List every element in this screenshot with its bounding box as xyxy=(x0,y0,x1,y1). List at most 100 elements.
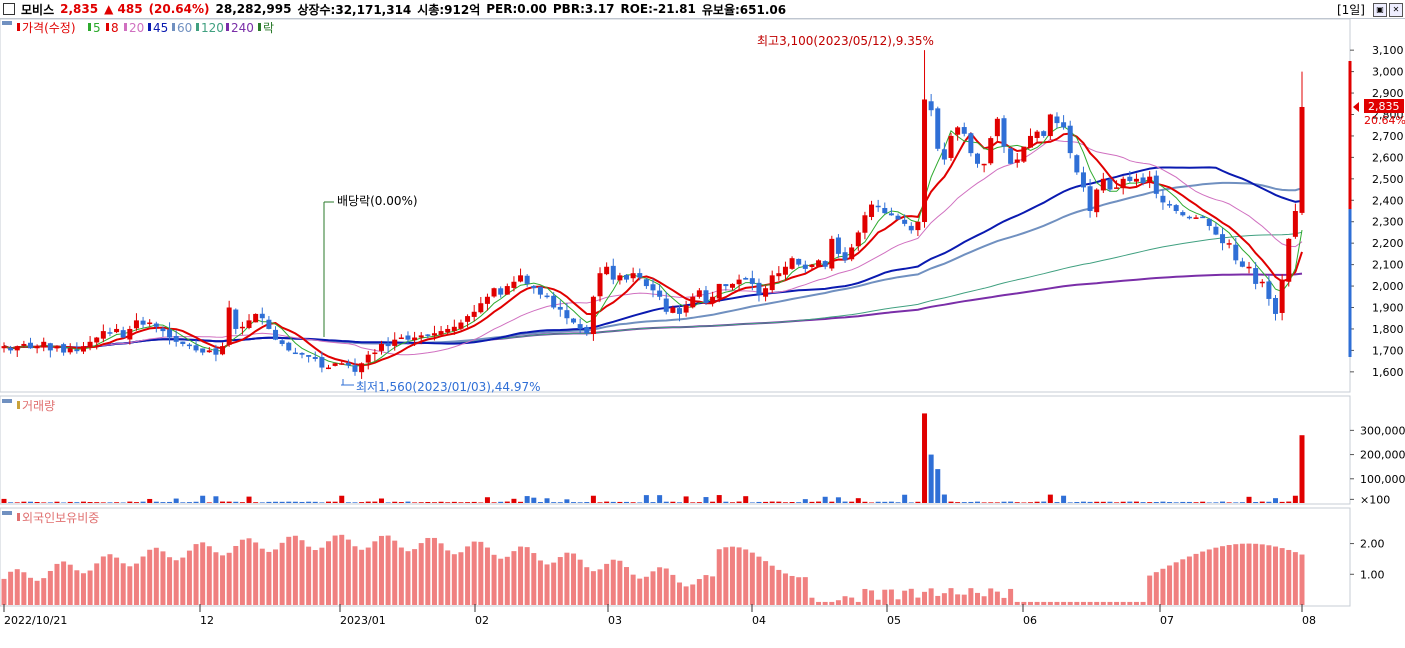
candle-body xyxy=(8,347,14,351)
candle-body xyxy=(789,258,795,269)
volume-bar xyxy=(1200,501,1206,503)
candle-body xyxy=(273,329,279,340)
period-label[interactable]: [1일] xyxy=(1336,3,1365,17)
volume-bar xyxy=(955,502,961,503)
volume-bar xyxy=(326,501,331,503)
volume-bar xyxy=(710,501,716,503)
volume-bar xyxy=(1107,501,1113,503)
foreign-bar xyxy=(1008,588,1014,605)
volume-bar xyxy=(1206,502,1212,503)
volume-bar xyxy=(392,501,398,503)
candle-body xyxy=(683,305,689,313)
candle-body xyxy=(869,204,875,217)
volume-bar xyxy=(220,501,226,503)
candle-body xyxy=(193,345,199,351)
foreign-bar xyxy=(763,561,769,605)
foreign-bar xyxy=(604,563,610,605)
price-change-pct: (20.64%) xyxy=(148,2,210,16)
foreign-bar xyxy=(624,567,630,605)
candle-body xyxy=(180,341,186,344)
volume-bar xyxy=(1266,501,1272,503)
volume-bar xyxy=(319,502,325,503)
candle-body xyxy=(630,273,636,279)
foreign-bar xyxy=(988,588,994,605)
candle-body xyxy=(186,344,192,347)
volume-bar xyxy=(1114,502,1120,503)
volume-bar xyxy=(716,495,722,503)
close-icon[interactable]: ✕ xyxy=(1389,2,1403,17)
volume-bar xyxy=(1120,501,1126,503)
volume-bar xyxy=(405,501,411,503)
candle-body xyxy=(504,286,510,295)
candle-body xyxy=(1087,186,1093,211)
candle-body xyxy=(1047,114,1053,137)
foreign-bar xyxy=(683,586,689,605)
foreign-bar xyxy=(895,599,901,605)
volume-bar xyxy=(438,501,444,503)
foreign-bar xyxy=(915,597,921,605)
volume-bar xyxy=(100,502,106,503)
price-tick-label: 2,300 xyxy=(1372,216,1404,229)
foreign-bar xyxy=(1014,601,1020,605)
candle-body xyxy=(54,346,60,349)
foreign-bar xyxy=(511,551,517,605)
volume-bar xyxy=(941,494,947,503)
foreign-bar xyxy=(193,544,199,605)
foreign-bar xyxy=(1279,548,1285,605)
candle-body xyxy=(736,279,742,285)
candle-body xyxy=(147,322,153,325)
candle-body xyxy=(213,348,219,355)
foreign-bar xyxy=(571,553,577,605)
volume-bar xyxy=(1213,502,1219,503)
volume-bar xyxy=(584,502,590,503)
select-checkbox[interactable] xyxy=(3,3,15,15)
price-tick-label: 2,500 xyxy=(1372,173,1404,186)
listed-shares: 상장수:32,171,314 xyxy=(297,2,412,17)
candle-body xyxy=(14,346,20,351)
foreign-bar xyxy=(1286,549,1292,605)
candle-body xyxy=(551,295,557,308)
volume-bar xyxy=(657,495,663,503)
candle-body xyxy=(120,330,126,338)
price-change: ▲ 485 xyxy=(104,2,143,16)
volume-bar xyxy=(597,502,603,503)
volume-bar xyxy=(670,501,676,503)
foreign-bar xyxy=(882,589,888,605)
restore-icon[interactable]: ▣ xyxy=(1373,2,1387,17)
legend-price: 가격(수정) xyxy=(22,21,76,35)
volume-bar xyxy=(94,502,100,503)
volume-bar xyxy=(140,501,146,503)
volume-bar xyxy=(412,502,418,503)
volume-bar xyxy=(1,498,7,503)
candle-body xyxy=(862,215,868,233)
volume-bar xyxy=(902,494,908,503)
volume-bar xyxy=(8,502,14,503)
candle-body xyxy=(94,337,100,343)
volume-tick-label: 300,000 xyxy=(1360,424,1405,437)
candle-body xyxy=(994,118,1000,137)
current-price: 2,835 xyxy=(60,2,99,16)
volume-bar xyxy=(133,502,139,503)
volume-bar xyxy=(1041,501,1047,503)
volume-bar xyxy=(465,502,471,503)
candle-body xyxy=(458,322,464,329)
candle-body xyxy=(107,332,113,334)
candle-body xyxy=(961,127,967,134)
candle-body xyxy=(359,363,365,373)
candle-body xyxy=(372,352,378,355)
volume-bar xyxy=(643,495,649,503)
foreign-bar xyxy=(1299,554,1305,605)
foreign-bar xyxy=(27,577,33,605)
candle-body xyxy=(279,340,285,344)
candle-body xyxy=(809,264,815,268)
foreign-bar xyxy=(478,541,484,605)
volume-bar xyxy=(796,502,802,503)
foreign-bar xyxy=(1213,547,1219,605)
candle-body xyxy=(1266,281,1272,299)
volume-bar xyxy=(676,502,682,503)
candle-body xyxy=(253,313,259,323)
foreign-bar xyxy=(140,556,146,605)
foreign-bar xyxy=(299,540,305,605)
candle-body xyxy=(537,286,543,295)
volume-bar xyxy=(690,502,696,503)
